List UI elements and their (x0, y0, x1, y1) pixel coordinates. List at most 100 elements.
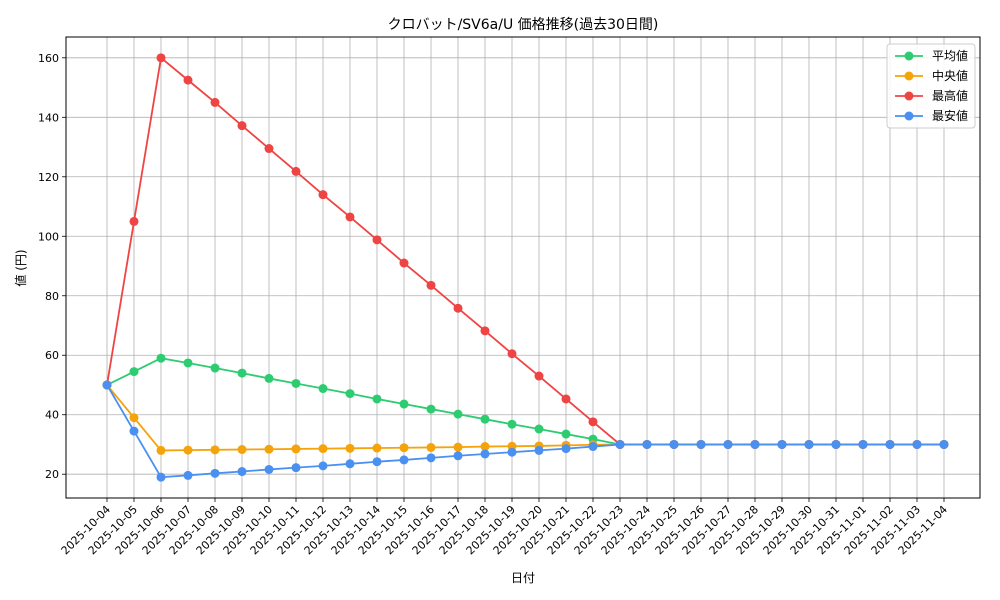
data-point (507, 349, 517, 359)
legend-label: 最高値 (932, 88, 968, 103)
data-point (399, 258, 409, 268)
data-point (534, 371, 544, 381)
data-point (318, 444, 328, 454)
data-point (507, 419, 517, 429)
data-point (237, 467, 247, 477)
data-point (426, 280, 436, 290)
data-point (291, 444, 301, 454)
data-point (264, 373, 274, 383)
data-point (210, 468, 220, 478)
data-point (426, 442, 436, 452)
y-axis-label: 値 (円) (13, 249, 28, 286)
y-tick-label: 160 (38, 52, 59, 65)
data-point (858, 439, 868, 449)
data-point (534, 445, 544, 455)
data-point (426, 404, 436, 414)
data-point (129, 367, 139, 377)
data-point (291, 463, 301, 473)
data-point (453, 451, 463, 461)
grid (66, 37, 980, 498)
data-point (345, 459, 355, 469)
data-point (129, 413, 139, 423)
chart-title: クロバット/SV6a/U 価格推移(過去30日間) (388, 17, 659, 33)
plot-frame (65, 36, 981, 499)
data-point (480, 449, 490, 459)
data-point (534, 424, 544, 434)
data-point (156, 53, 166, 63)
data-point (372, 394, 382, 404)
y-tick-label: 60 (45, 349, 59, 362)
data-point (426, 453, 436, 463)
data-point (696, 439, 706, 449)
data-point (237, 121, 247, 131)
data-point (156, 353, 166, 363)
data-point (237, 445, 247, 455)
data-point (345, 212, 355, 222)
data-point (183, 445, 193, 455)
data-point (480, 326, 490, 336)
data-point (831, 439, 841, 449)
x-axis-label: 日付 (511, 571, 535, 585)
data-point (588, 442, 598, 452)
data-point (723, 439, 733, 449)
data-point (453, 303, 463, 313)
data-point (291, 166, 301, 176)
data-point (372, 235, 382, 245)
legend-box (886, 43, 976, 129)
data-point (588, 417, 598, 427)
legend-label: 平均値 (932, 48, 968, 63)
data-point (129, 426, 139, 436)
data-point (264, 464, 274, 474)
data-point (156, 472, 166, 482)
y-tick-label: 20 (45, 468, 59, 481)
y-tick-label: 80 (45, 290, 59, 303)
legend-swatch-marker (904, 51, 914, 61)
data-point (399, 443, 409, 453)
data-point (372, 443, 382, 453)
data-point (183, 75, 193, 85)
data-point (318, 384, 328, 394)
data-point (372, 457, 382, 467)
data-point (939, 439, 949, 449)
data-point (210, 445, 220, 455)
data-point (237, 368, 247, 378)
data-point (183, 358, 193, 368)
data-point (318, 190, 328, 200)
data-point (912, 439, 922, 449)
data-point (210, 97, 220, 107)
data-point (399, 455, 409, 465)
data-point (264, 444, 274, 454)
data-point (507, 447, 517, 457)
legend-swatch-marker (904, 111, 914, 121)
data-point (453, 442, 463, 452)
data-point (102, 380, 112, 390)
data-point (345, 389, 355, 399)
data-point (615, 439, 625, 449)
data-point (453, 409, 463, 419)
y-axis-ticks: 20 40 60 80 100 120 140 160 (38, 52, 66, 481)
data-point (804, 439, 814, 449)
data-point (642, 439, 652, 449)
data-point (183, 470, 193, 480)
y-tick-label: 120 (38, 171, 59, 184)
data-point (318, 461, 328, 471)
y-tick-label: 140 (38, 111, 59, 124)
data-point (669, 439, 679, 449)
data-point (480, 414, 490, 424)
data-point (480, 442, 490, 452)
legend-swatch-marker (904, 71, 914, 81)
y-tick-label: 100 (38, 230, 59, 243)
data-point (291, 378, 301, 388)
legend-label: 中央値 (932, 68, 968, 83)
data-point (345, 443, 355, 453)
series-layer (102, 53, 949, 482)
data-point (210, 363, 220, 373)
data-point (264, 144, 274, 154)
data-point (777, 439, 787, 449)
data-point (885, 439, 895, 449)
data-point (561, 394, 571, 404)
data-point (750, 439, 760, 449)
